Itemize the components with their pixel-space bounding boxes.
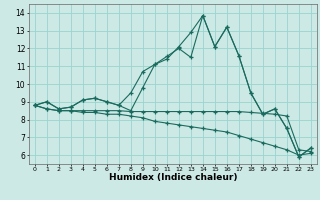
X-axis label: Humidex (Indice chaleur): Humidex (Indice chaleur) (108, 173, 237, 182)
